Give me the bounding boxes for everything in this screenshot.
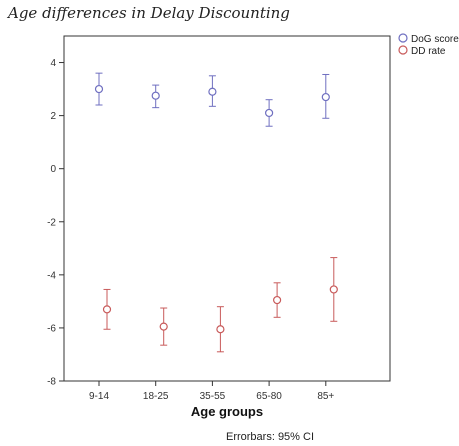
dog-score-errorbar-point [208, 75, 217, 107]
y-tick-label: 4 [50, 58, 56, 69]
x-tick-label: 85+ [317, 391, 334, 402]
dd-rate-point [329, 285, 338, 294]
dd-rate-point [159, 322, 168, 331]
dd-rate-errorbar-point [159, 307, 168, 346]
y-tick-label: -6 [47, 323, 56, 334]
dog-score-point [208, 87, 217, 96]
x-tick-label: 65-80 [256, 391, 282, 402]
dd-rate-point [216, 325, 225, 334]
dog-score-errorbar-point [321, 73, 330, 119]
y-tick-label: 2 [50, 111, 56, 122]
legend-label-dd-rate: DD rate [411, 46, 446, 57]
legend-label-dog-score: DoG score [411, 34, 459, 45]
dog-score-point [321, 92, 330, 102]
x-tick-label: 9-14 [89, 391, 109, 402]
x-axis-title: Age groups [191, 404, 263, 419]
dd-rate-point [273, 295, 282, 305]
x-tick-label: 35-55 [200, 391, 226, 402]
dd-rate-point [102, 305, 112, 314]
y-tick-label: -2 [47, 217, 56, 228]
errorbar-footnote: Errorbars: 95% CI [226, 431, 314, 443]
dd-rate-errorbar-point [329, 257, 338, 322]
x-axis: 9-14 18-25 35-55 65-80 85+ [89, 381, 334, 402]
legend-marker-dd-rate [398, 45, 408, 55]
dog-score-errorbar-point [265, 99, 274, 127]
y-tick-label: -4 [47, 270, 56, 281]
plot-area [63, 35, 391, 382]
y-axis: 4 2 0 -2 -4 -6 -8 [47, 58, 64, 388]
y-tick-label: -8 [47, 377, 56, 388]
legend-marker-dog-score [398, 33, 408, 43]
y-tick-label: 0 [50, 164, 56, 175]
legend: DoG score DD rate [398, 33, 459, 57]
dd-rate-errorbar-point [102, 288, 112, 330]
dog-score-errorbar-point [94, 72, 104, 106]
dog-score-errorbar-point [151, 84, 160, 109]
dd-rate-errorbar-point [273, 282, 282, 318]
dog-score-point [265, 108, 274, 118]
dd-rate-errorbar-point [216, 306, 225, 353]
x-tick-label: 18-25 [143, 391, 169, 402]
data-marks [94, 72, 338, 353]
dog-score-point [151, 91, 160, 100]
dog-score-point [94, 84, 104, 94]
chart-title: Age differences in Delay Discounting [6, 4, 290, 22]
